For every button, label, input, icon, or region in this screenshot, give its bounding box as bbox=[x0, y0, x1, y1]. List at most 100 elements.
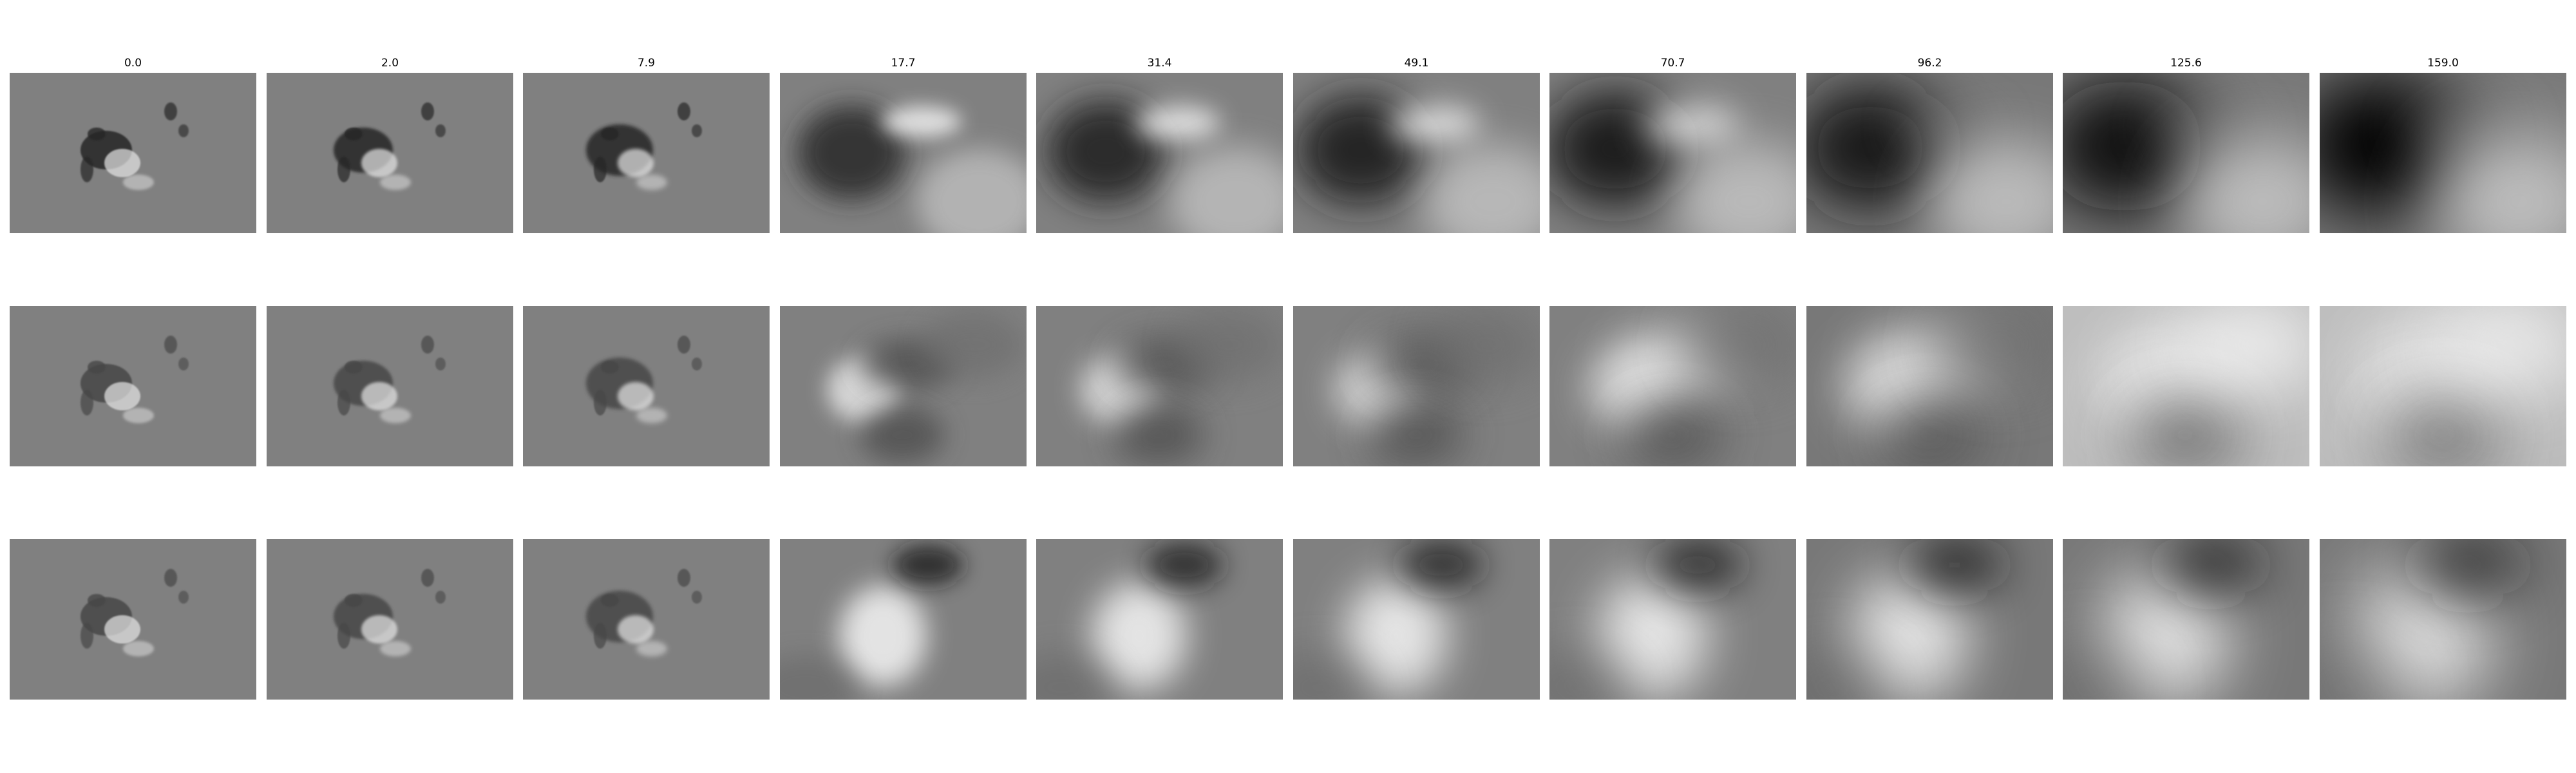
intensity-blob bbox=[618, 615, 654, 644]
intensity-blob bbox=[692, 124, 702, 137]
intensity-blob bbox=[839, 586, 927, 686]
panel-image bbox=[2063, 306, 2309, 466]
intensity-blob bbox=[677, 569, 690, 587]
intensity-blob bbox=[2320, 644, 2414, 700]
intensity-blob bbox=[345, 594, 363, 607]
panel-image bbox=[780, 539, 1027, 700]
column-title: 125.6 bbox=[2170, 57, 2202, 70]
image-panel bbox=[2063, 539, 2309, 700]
intensity-blob bbox=[1399, 541, 1483, 589]
panel-image bbox=[523, 73, 770, 233]
intensity-blob bbox=[1113, 405, 1204, 465]
panel-image bbox=[1806, 539, 2053, 700]
intensity-blob bbox=[1934, 306, 2053, 388]
image-panel bbox=[2320, 539, 2566, 700]
intensity-blob bbox=[337, 390, 350, 415]
panel-image bbox=[780, 73, 1027, 233]
image-panel bbox=[780, 73, 1027, 233]
column-title: 17.7 bbox=[891, 57, 916, 70]
intensity-blob bbox=[677, 336, 690, 354]
panel-image bbox=[1293, 306, 1540, 466]
intensity-blob bbox=[88, 361, 106, 374]
intensity-blob bbox=[601, 361, 619, 374]
intensity-blob bbox=[1681, 306, 1796, 386]
intensity-blob bbox=[361, 615, 397, 644]
intensity-blob bbox=[1036, 654, 1117, 700]
image-panel bbox=[1293, 539, 1540, 700]
panel-image bbox=[1036, 73, 1283, 233]
panel-image bbox=[1036, 306, 1283, 466]
intensity-blob bbox=[2159, 539, 2262, 595]
intensity-blob bbox=[178, 591, 189, 604]
intensity-blob bbox=[882, 106, 961, 137]
intensity-blob bbox=[345, 361, 363, 374]
intensity-blob bbox=[1169, 146, 1283, 233]
intensity-blob bbox=[1549, 650, 1636, 700]
intensity-blob bbox=[594, 157, 607, 182]
panel-image bbox=[267, 306, 513, 466]
panel-image bbox=[780, 306, 1027, 466]
intensity-blob bbox=[2127, 397, 2243, 466]
image-panel bbox=[10, 73, 256, 233]
image-panel bbox=[1549, 539, 1796, 700]
intensity-blob bbox=[361, 149, 397, 177]
panel-image bbox=[1806, 73, 2053, 233]
intensity-blob bbox=[2413, 539, 2523, 596]
intensity-blob bbox=[2381, 395, 2503, 466]
intensity-blob bbox=[104, 149, 140, 177]
intensity-blob bbox=[337, 623, 350, 649]
intensity-blob bbox=[1345, 578, 1448, 694]
panel-image bbox=[267, 73, 513, 233]
intensity-blob bbox=[1549, 90, 1685, 207]
intensity-blob bbox=[380, 408, 411, 423]
intensity-blob bbox=[421, 336, 434, 354]
image-panel bbox=[1549, 306, 1796, 466]
panel-image bbox=[10, 73, 256, 233]
intensity-blob bbox=[164, 569, 177, 587]
panel-image bbox=[2320, 73, 2566, 233]
image-panel bbox=[267, 539, 513, 700]
intensity-blob bbox=[88, 128, 106, 140]
panel-image bbox=[267, 539, 513, 700]
image-panel bbox=[523, 73, 770, 233]
image-panel bbox=[2063, 306, 2309, 466]
column-title: 0.0 bbox=[124, 57, 142, 70]
intensity-blob bbox=[435, 124, 446, 137]
panel-image bbox=[2063, 73, 2309, 233]
image-panel bbox=[1806, 539, 2053, 700]
intensity-blob bbox=[1674, 141, 1796, 233]
image-panel bbox=[10, 306, 256, 466]
image-panel bbox=[1036, 73, 1283, 233]
intensity-blob bbox=[435, 358, 446, 370]
image-panel bbox=[1036, 539, 1283, 700]
panel-image bbox=[523, 539, 770, 700]
intensity-blob bbox=[677, 102, 690, 120]
image-panel bbox=[780, 306, 1027, 466]
intensity-blob bbox=[923, 311, 1023, 378]
intensity-blob bbox=[380, 175, 411, 190]
column-title: 96.2 bbox=[1917, 57, 1942, 70]
image-panel bbox=[523, 306, 770, 466]
intensity-blob bbox=[2186, 306, 2309, 391]
intensity-blob bbox=[692, 358, 702, 370]
intensity-blob bbox=[601, 594, 619, 607]
image-panel bbox=[2320, 73, 2566, 233]
intensity-blob bbox=[636, 408, 667, 423]
image-panel bbox=[1549, 73, 1796, 233]
intensity-blob bbox=[1135, 106, 1220, 140]
image-panel bbox=[1806, 73, 2053, 233]
intensity-blob bbox=[594, 623, 607, 649]
intensity-blob bbox=[337, 157, 350, 182]
image-panel bbox=[780, 539, 1027, 700]
intensity-blob bbox=[1620, 401, 1723, 466]
intensity-blob bbox=[618, 149, 654, 177]
intensity-blob bbox=[88, 594, 106, 607]
intensity-blob bbox=[2320, 75, 2465, 215]
intensity-blob bbox=[916, 149, 1027, 233]
panel-image bbox=[1549, 73, 1796, 233]
intensity-blob bbox=[1046, 100, 1165, 202]
intensity-blob bbox=[860, 406, 944, 463]
image-panel bbox=[1293, 306, 1540, 466]
intensity-blob bbox=[601, 128, 619, 140]
column-title: 2.0 bbox=[381, 57, 399, 70]
